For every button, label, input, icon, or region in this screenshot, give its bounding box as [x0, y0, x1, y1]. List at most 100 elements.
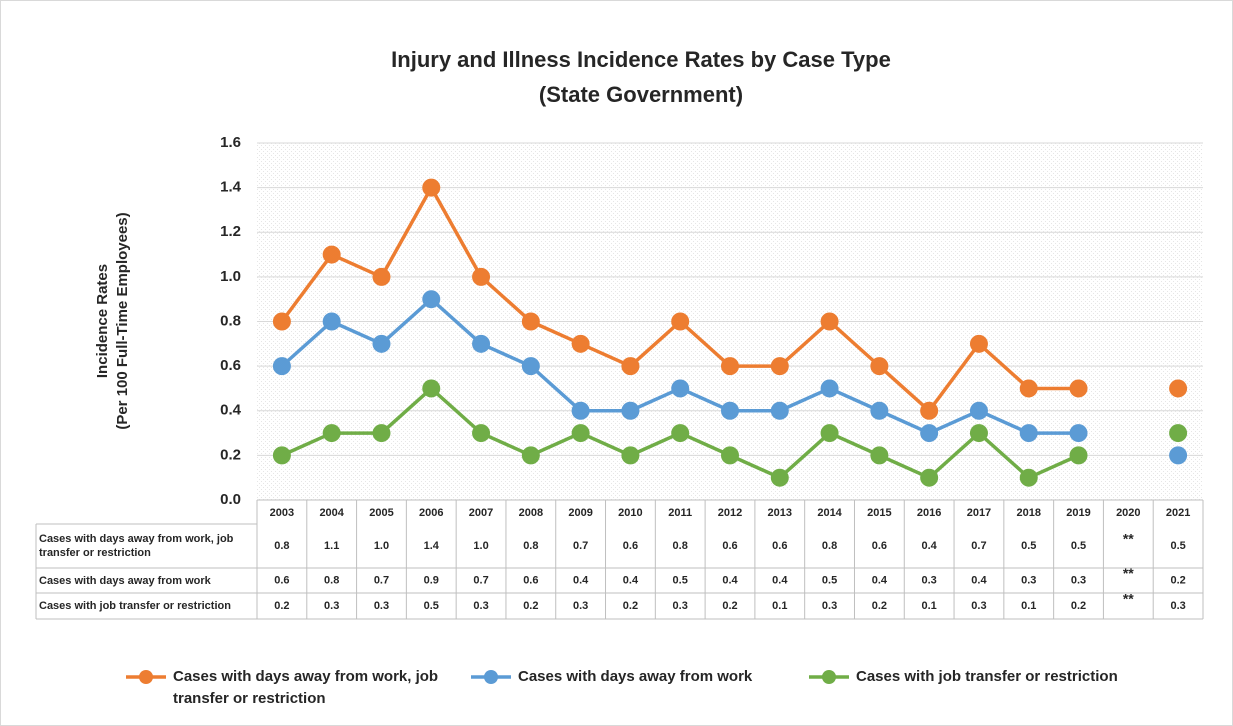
point [422, 379, 441, 398]
table-value: ** [1123, 591, 1134, 607]
point [472, 267, 491, 286]
point [820, 424, 839, 443]
y-tick-label: 0.8 [220, 312, 241, 329]
x-tick-label: 2021 [1166, 507, 1190, 519]
table-value: 0.3 [1071, 574, 1086, 586]
table-value: 0.3 [1170, 600, 1185, 612]
table-value: 0.4 [971, 574, 987, 586]
y-axis-label: Incidence Rates [94, 264, 111, 378]
x-tick-label: 2006 [419, 507, 443, 519]
x-tick-label: 2011 [668, 507, 692, 519]
point [472, 334, 491, 353]
table-value: 0.5 [1170, 540, 1185, 552]
table-value: 1.1 [324, 540, 339, 552]
table-value: 1.4 [424, 540, 440, 552]
chart-title: Injury and Illness Incidence Rates by Ca… [391, 47, 891, 72]
point [1069, 379, 1088, 398]
table-value: 0.4 [922, 540, 938, 552]
legend-label: Cases with days away from work, job tran… [173, 668, 439, 707]
table-value: 0.2 [274, 600, 289, 612]
y-tick-label: 0.6 [220, 357, 241, 374]
table-value: 0.7 [473, 574, 488, 586]
point [372, 267, 391, 286]
table-value: 0.3 [473, 600, 488, 612]
x-tick-label: 2017 [967, 507, 991, 519]
x-tick-label: 2010 [618, 507, 642, 519]
point [770, 401, 789, 420]
table-value: 0.5 [1071, 540, 1086, 552]
table-row-label: Cases with days away from work [39, 574, 211, 587]
table-value: 0.2 [523, 600, 538, 612]
x-tick-label: 2009 [568, 507, 592, 519]
point [322, 245, 341, 264]
x-tick-label: 2008 [519, 507, 543, 519]
table-value: 0.2 [722, 600, 737, 612]
y-tick-label: 0.0 [220, 491, 241, 508]
x-tick-label: 2005 [369, 507, 393, 519]
table-value: 0.4 [872, 574, 888, 586]
table-value: 0.4 [772, 574, 788, 586]
point [621, 401, 640, 420]
table-value: 0.1 [772, 600, 787, 612]
point [721, 357, 739, 376]
point [422, 290, 441, 309]
point [272, 446, 291, 465]
x-tick-label: 2012 [718, 507, 742, 519]
table-value: 0.1 [1021, 600, 1036, 612]
point [571, 424, 590, 443]
point [870, 401, 889, 420]
point [571, 401, 590, 420]
table-value: 0.3 [1021, 574, 1036, 586]
point [770, 357, 789, 376]
table-value: 0.5 [1021, 540, 1036, 552]
table-value: 0.2 [623, 600, 638, 612]
table-value: 0.8 [523, 540, 538, 552]
table-value: 0.7 [971, 540, 986, 552]
table-value: 1.0 [374, 540, 389, 552]
point [969, 334, 988, 353]
table-value: 0.2 [872, 600, 887, 612]
point [322, 424, 341, 443]
table-value: 0.3 [822, 600, 837, 612]
table-value: 0.6 [872, 540, 887, 552]
point [671, 379, 690, 398]
point [920, 468, 939, 487]
y-tick-label: 1.0 [220, 268, 241, 285]
point [820, 379, 839, 398]
table-value: 0.6 [623, 540, 638, 552]
point [870, 357, 889, 376]
point [621, 357, 640, 376]
x-tick-label: 2018 [1016, 507, 1040, 519]
chart-subtitle: (State Government) [539, 82, 743, 107]
point [920, 401, 939, 420]
table-value: 0.5 [424, 600, 439, 612]
point [472, 424, 491, 443]
table-value: 0.2 [1170, 574, 1185, 586]
point [1069, 424, 1088, 443]
x-tick-label: 2019 [1066, 507, 1090, 519]
point [920, 424, 939, 443]
point [1019, 468, 1038, 487]
y-tick-label: 0.2 [220, 446, 241, 463]
point [1169, 446, 1188, 465]
table-value: 0.6 [523, 574, 538, 586]
y-axis-label-sub: (Per 100 Full-Time Employees) [114, 212, 131, 429]
point [272, 357, 291, 376]
point [272, 312, 291, 331]
point [770, 468, 789, 487]
table-value: 0.8 [324, 574, 339, 586]
legend-marker [484, 670, 498, 684]
table-value: 0.1 [922, 600, 937, 612]
table-value: 0.3 [374, 600, 389, 612]
table-value: 0.8 [673, 540, 688, 552]
point [521, 357, 540, 376]
legend-label: Cases with days away from work [518, 668, 753, 685]
y-tick-label: 0.4 [220, 402, 242, 419]
table-value: 0.5 [673, 574, 688, 586]
table-value: 0.4 [623, 574, 639, 586]
point [372, 334, 391, 353]
table-value: 0.5 [822, 574, 837, 586]
table-value: 1.0 [473, 540, 488, 552]
x-tick-label: 2007 [469, 507, 493, 519]
table-value: 0.3 [673, 600, 688, 612]
